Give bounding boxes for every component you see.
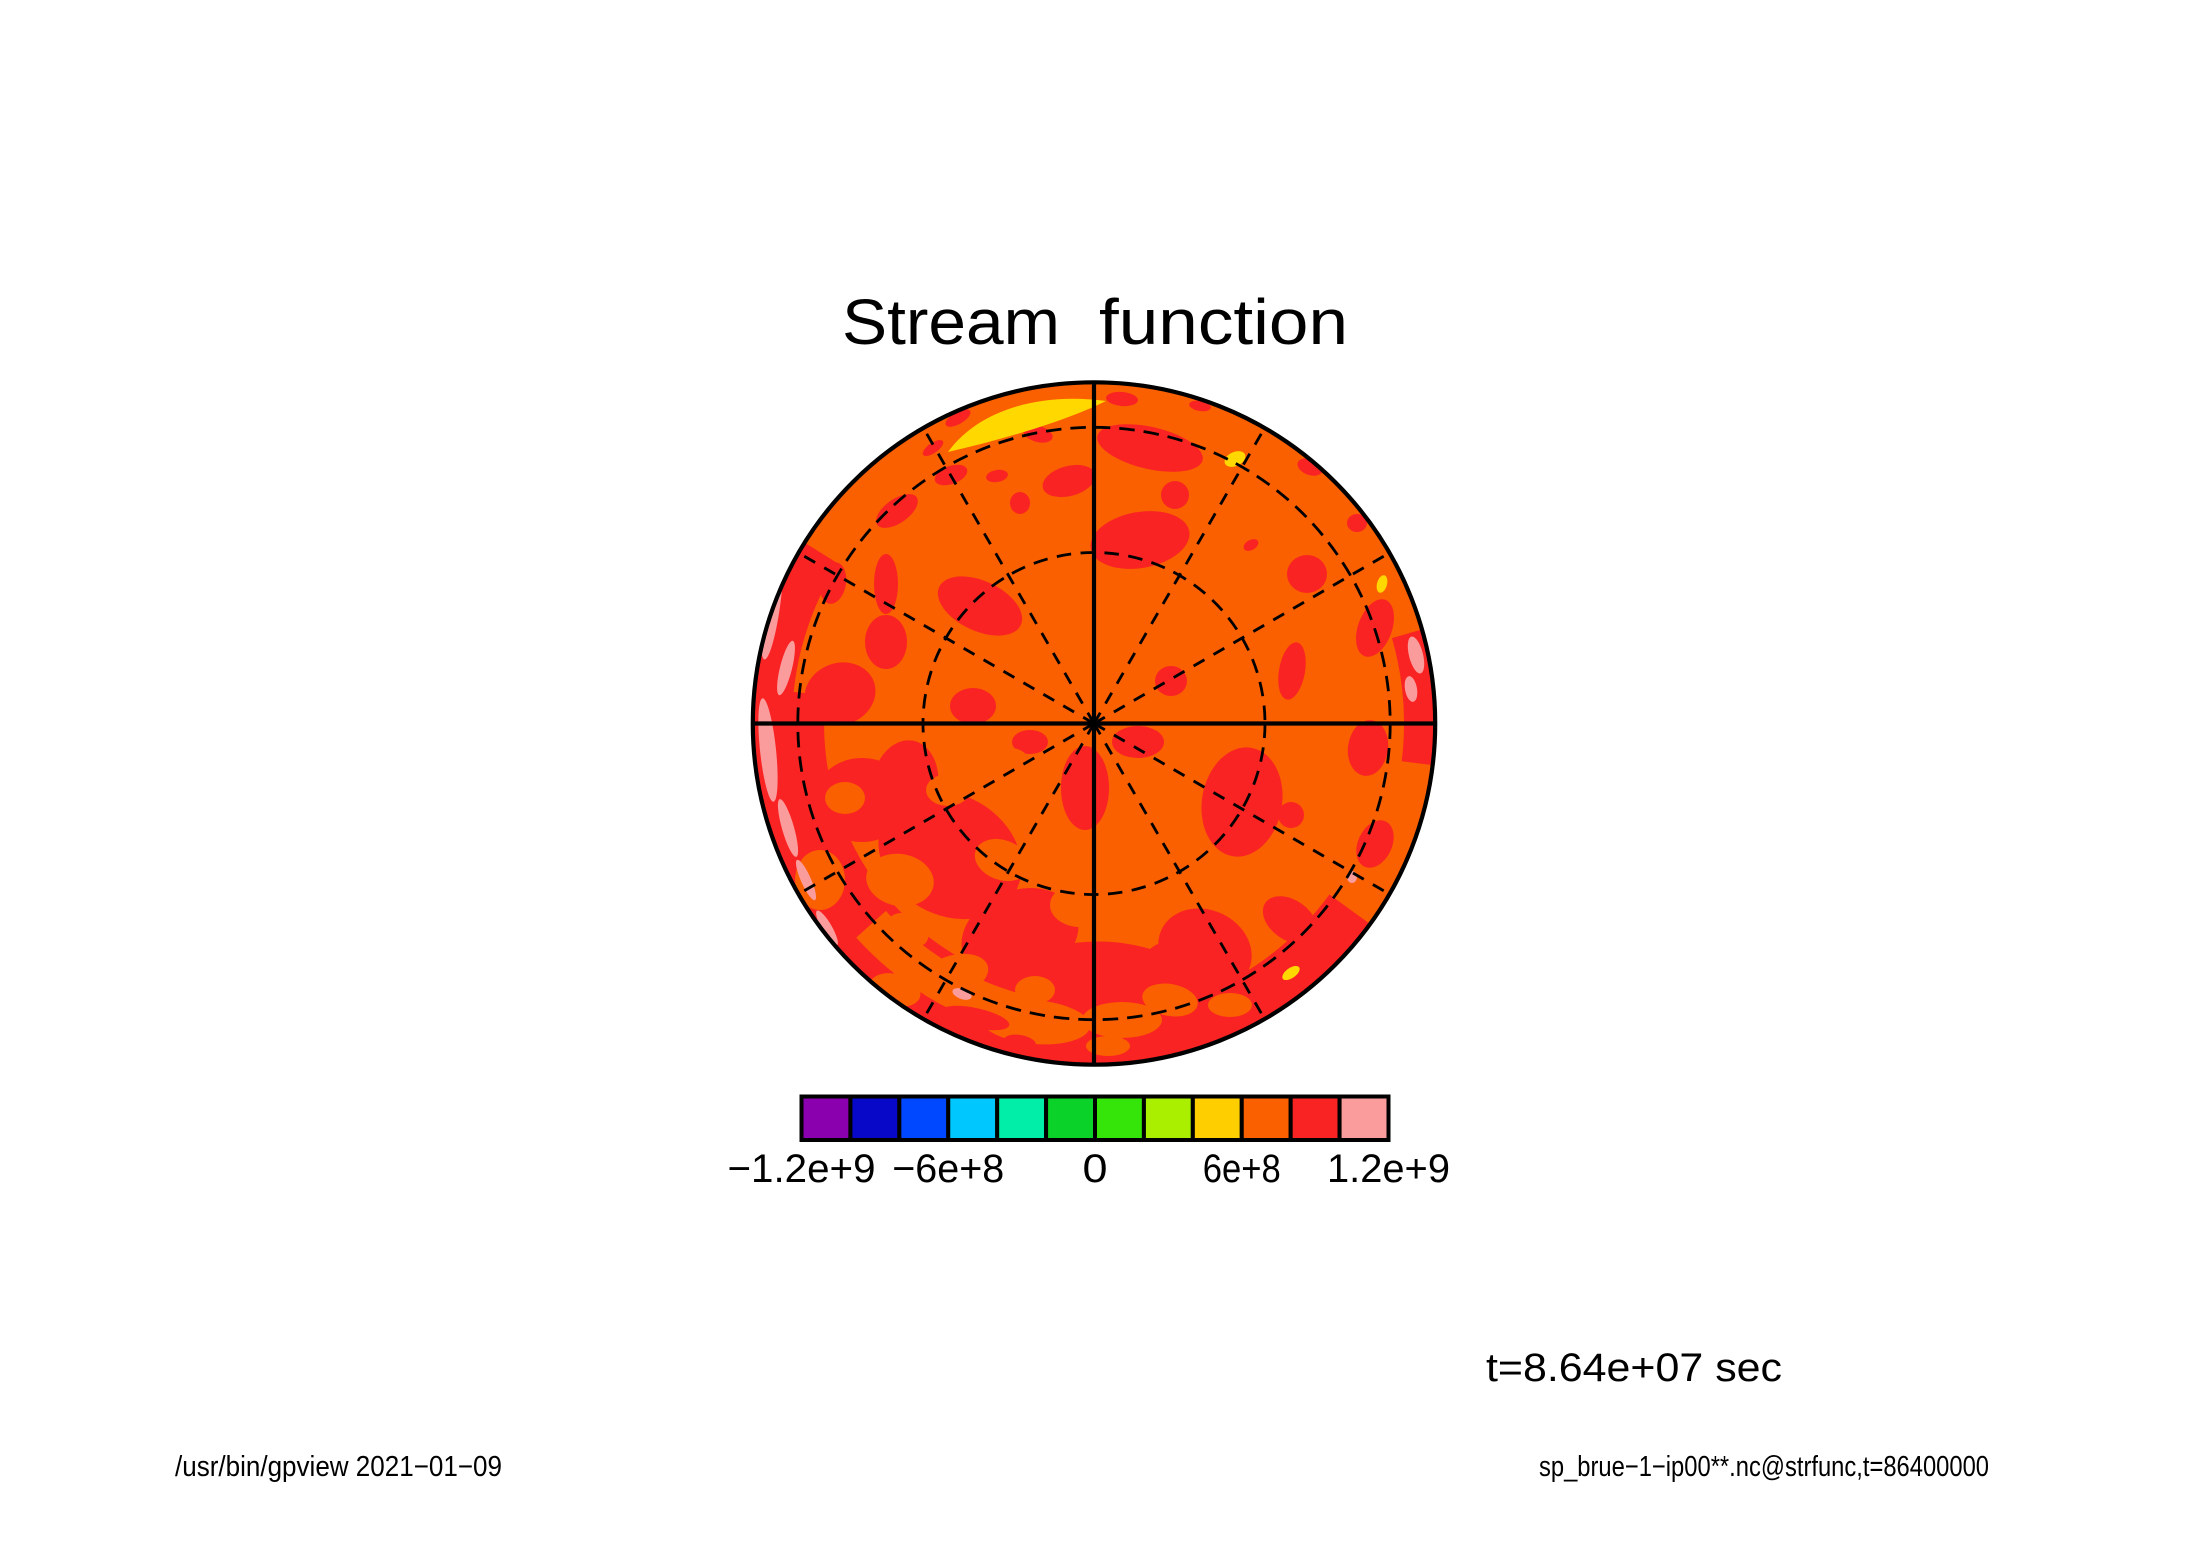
svg-text:−1.2e+9: −1.2e+9 (728, 1147, 876, 1191)
svg-text:t=8.64e+07 sec: t=8.64e+07 sec (1486, 1346, 1782, 1390)
svg-text:/usr/bin/gpview 2021−01−09: /usr/bin/gpview 2021−01−09 (175, 1451, 502, 1483)
svg-text:−6e+8: −6e+8 (892, 1147, 1004, 1191)
svg-text:1.2e+9: 1.2e+9 (1327, 1147, 1450, 1191)
svg-text:function: function (1099, 286, 1348, 358)
svg-text:0: 0 (1083, 1147, 1108, 1191)
svg-text:Stream: Stream (842, 286, 1060, 358)
svg-text:6e+8: 6e+8 (1203, 1147, 1281, 1191)
svg-text:sp_brue−1−ip00**.nc@strfunc,t=: sp_brue−1−ip00**.nc@strfunc,t=86400000 (1539, 1451, 1989, 1483)
